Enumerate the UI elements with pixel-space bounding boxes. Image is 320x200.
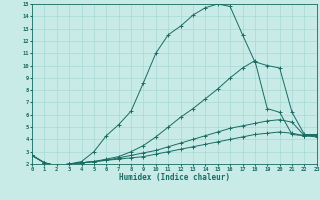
X-axis label: Humidex (Indice chaleur): Humidex (Indice chaleur)	[119, 173, 230, 182]
